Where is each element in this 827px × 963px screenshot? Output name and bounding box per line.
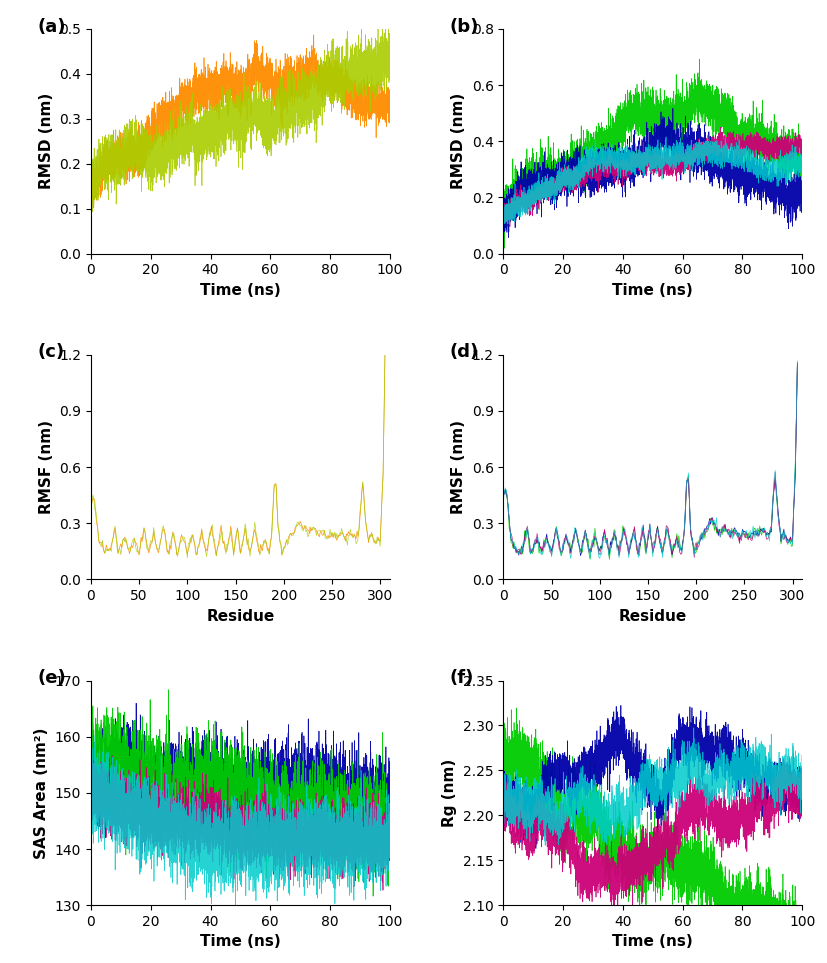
Y-axis label: RMSF (nm): RMSF (nm) [39,420,54,514]
Text: (c): (c) [37,344,65,361]
Text: (a): (a) [37,17,65,36]
X-axis label: Residue: Residue [619,609,687,624]
Y-axis label: RMSF (nm): RMSF (nm) [451,420,466,514]
X-axis label: Time (ns): Time (ns) [200,283,280,298]
Y-axis label: Rg (nm): Rg (nm) [442,759,457,827]
Text: (f): (f) [450,669,474,688]
Y-axis label: RMSD (nm): RMSD (nm) [39,93,54,190]
Text: (b): (b) [450,17,479,36]
Text: (e): (e) [37,669,66,688]
X-axis label: Time (ns): Time (ns) [613,283,693,298]
X-axis label: Time (ns): Time (ns) [200,934,280,950]
Text: (d): (d) [450,344,479,361]
Y-axis label: SAS Area (nm²): SAS Area (nm²) [34,727,49,859]
X-axis label: Residue: Residue [206,609,275,624]
Y-axis label: RMSD (nm): RMSD (nm) [451,93,466,190]
X-axis label: Time (ns): Time (ns) [613,934,693,950]
